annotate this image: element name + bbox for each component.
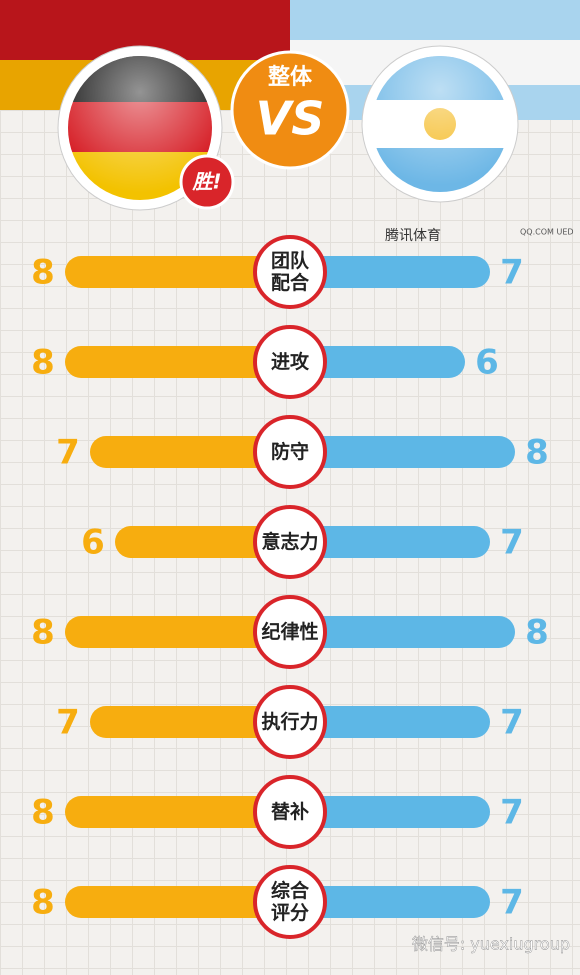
badge-circle bbox=[179, 154, 235, 210]
bar-left bbox=[90, 706, 290, 738]
value-label-right: 7 bbox=[500, 253, 524, 293]
bar-right bbox=[290, 256, 490, 288]
bar-left bbox=[115, 526, 290, 558]
value-label-left: 8 bbox=[31, 883, 55, 923]
category-box: 进攻 bbox=[270, 351, 309, 373]
bar-left bbox=[90, 436, 290, 468]
category-box: 团队配合 bbox=[270, 250, 309, 294]
value-label-left: 6 bbox=[81, 523, 105, 563]
category-label: 纪律性 bbox=[261, 621, 319, 643]
category-circle bbox=[253, 595, 327, 669]
brand2: QQ.COM UED bbox=[520, 228, 574, 237]
brand: 腾讯体育 bbox=[385, 227, 441, 244]
category-label: 综合评分 bbox=[270, 880, 309, 924]
category-circle bbox=[253, 685, 327, 759]
value-label-right: 7 bbox=[500, 793, 524, 833]
category-circle bbox=[253, 865, 327, 939]
value-label-left: 8 bbox=[31, 613, 55, 653]
category-box: 意志力 bbox=[261, 531, 319, 553]
category-label: 防守 bbox=[270, 441, 309, 463]
category-box: 综合评分 bbox=[270, 880, 309, 924]
bar-right bbox=[290, 436, 515, 468]
header: 整体 bbox=[268, 64, 313, 90]
category-label: 意志力 bbox=[261, 531, 319, 553]
bar-right bbox=[290, 706, 490, 738]
category-box: 执行力 bbox=[261, 711, 319, 733]
bar-right bbox=[290, 796, 490, 828]
category-circle bbox=[253, 775, 327, 849]
badge: 胜! bbox=[191, 170, 221, 194]
bg-stripe bbox=[290, 0, 580, 40]
category-box: 纪律性 bbox=[261, 621, 319, 643]
flag-germany bbox=[57, 45, 223, 211]
bar-left bbox=[65, 886, 290, 918]
category-label: 团队配合 bbox=[270, 250, 309, 294]
value-label-left: 8 bbox=[31, 343, 55, 383]
category-circle bbox=[253, 415, 327, 489]
value-label-right: 8 bbox=[525, 433, 549, 473]
category-label: 替补 bbox=[270, 801, 309, 823]
value-label-left: 8 bbox=[31, 253, 55, 293]
category-circle bbox=[253, 235, 327, 309]
vs: VS bbox=[256, 92, 325, 146]
category-box: 防守 bbox=[270, 441, 309, 463]
category-label: 进攻 bbox=[270, 351, 309, 373]
category-box: 替补 bbox=[270, 801, 309, 823]
value-label-right: 7 bbox=[500, 703, 524, 743]
bar-left bbox=[65, 796, 290, 828]
vs-circle bbox=[230, 50, 350, 170]
value-label-right: 8 bbox=[525, 613, 549, 653]
value-label-left: 7 bbox=[56, 433, 80, 473]
value-label-right: 6 bbox=[475, 343, 499, 383]
bar-right bbox=[290, 886, 490, 918]
bar-right bbox=[290, 616, 515, 648]
bar-left bbox=[65, 616, 290, 648]
category-circle bbox=[253, 505, 327, 579]
value-label-right: 7 bbox=[500, 523, 524, 563]
bar-right bbox=[290, 346, 465, 378]
bar-left bbox=[65, 346, 290, 378]
value-label-left: 8 bbox=[31, 793, 55, 833]
value-label-right: 7 bbox=[500, 883, 524, 923]
category-circle bbox=[253, 325, 327, 399]
value-label-left: 7 bbox=[56, 703, 80, 743]
bar-right bbox=[290, 526, 490, 558]
footer: 微信号: yuexiugroup bbox=[412, 935, 570, 954]
flag-argentina bbox=[361, 45, 519, 203]
category-label: 执行力 bbox=[261, 711, 319, 733]
bar-left bbox=[65, 256, 290, 288]
